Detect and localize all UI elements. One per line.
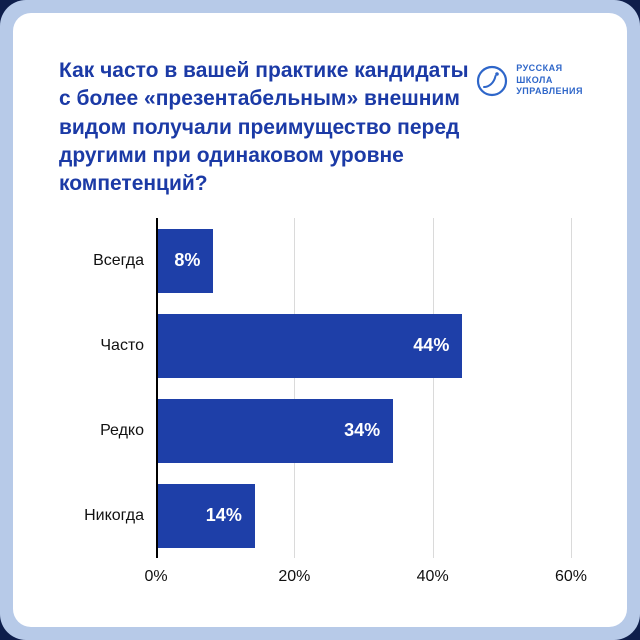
bar: 8% xyxy=(158,228,214,293)
bar-track: 44% xyxy=(156,313,571,378)
chart-card: Как часто в вашей практике кандидаты с б… xyxy=(13,13,627,627)
bar-rows: Всегда 8% Часто 44% Редко 34% Никогда 14% xyxy=(58,218,571,558)
bar-track: 34% xyxy=(156,398,571,463)
bar: 34% xyxy=(158,398,394,463)
x-tick-label: 60% xyxy=(554,568,588,585)
gridlines xyxy=(156,218,572,558)
bar-row: Всегда 8% xyxy=(58,228,571,293)
chart-title: Как часто в вашей практике кандидаты с б… xyxy=(59,57,539,199)
x-tick-label: 40% xyxy=(416,568,449,585)
gridline xyxy=(571,218,572,558)
bar-value-label: 14% xyxy=(205,505,242,525)
x-tick-label: 0% xyxy=(144,568,168,585)
x-tick-label: 20% xyxy=(278,568,311,585)
y-axis-line xyxy=(156,218,158,558)
bar-value-label: 8% xyxy=(174,250,201,270)
rsu-logo-icon xyxy=(477,65,508,96)
brand-logo-line: РУССКАЯ xyxy=(516,63,563,73)
bar-row: Никогда 14% xyxy=(58,483,571,548)
bar-chart: Всегда 8% Часто 44% Редко 34% Никогда 14% 0% 20%… xyxy=(58,218,587,598)
title-line: с более «презентабельным» внешним xyxy=(59,87,460,111)
brand-logo: РУССКАЯ ШКОЛА УПРАВЛЕНИЯ xyxy=(476,63,583,98)
category-label: Редко xyxy=(100,421,144,439)
bar-row: Редко 34% xyxy=(58,398,571,463)
brand-logo-line: УПРАВЛЕНИЯ xyxy=(516,86,583,97)
category-label: Никогда xyxy=(84,506,144,524)
bar: 44% xyxy=(158,313,463,378)
bar-track: 8% xyxy=(156,228,571,293)
category-label: Часто xyxy=(100,336,144,354)
bar: 14% xyxy=(158,483,255,548)
title-line: видом получали преимущество перед xyxy=(59,115,460,139)
x-axis-ticks: 0% 20% 40% 60% xyxy=(144,568,587,590)
gridline xyxy=(432,218,434,558)
gridline xyxy=(294,218,296,558)
brand-logo-text: РУССКАЯ ШКОЛА УПРАВЛЕНИЯ xyxy=(516,63,583,98)
title-line: другими при одинаковом уровне компетенци… xyxy=(59,144,404,196)
bar-row: Часто 44% xyxy=(58,313,571,378)
brand-logo-line: ШКОЛА xyxy=(516,74,553,85)
bar-track: 14% xyxy=(156,483,571,548)
category-label: Всегда xyxy=(93,251,144,269)
bar-value-label: 34% xyxy=(344,420,381,440)
title-line: Как часто в вашей практике кандидаты xyxy=(59,59,469,82)
bar-value-label: 44% xyxy=(413,335,450,355)
